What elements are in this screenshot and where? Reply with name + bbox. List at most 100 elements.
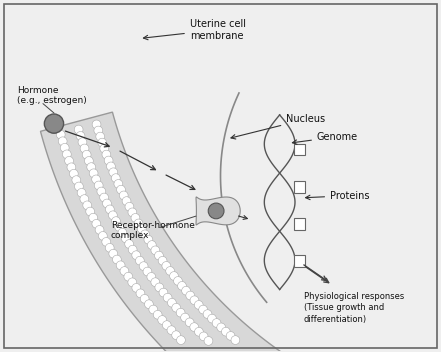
Circle shape	[77, 188, 86, 197]
Circle shape	[100, 144, 108, 153]
Circle shape	[137, 225, 146, 233]
Circle shape	[65, 156, 74, 165]
Circle shape	[155, 283, 164, 292]
Circle shape	[194, 327, 203, 336]
Text: Hormone
(e.g., estrogen): Hormone (e.g., estrogen)	[17, 86, 86, 105]
Circle shape	[147, 272, 156, 281]
Text: Uterine cell
membrane: Uterine cell membrane	[143, 19, 246, 40]
Circle shape	[124, 272, 133, 281]
Circle shape	[83, 201, 92, 210]
Circle shape	[203, 310, 212, 319]
Circle shape	[190, 323, 198, 332]
Circle shape	[116, 261, 125, 270]
Circle shape	[58, 137, 67, 146]
Circle shape	[100, 193, 108, 202]
Circle shape	[149, 305, 157, 314]
Circle shape	[172, 331, 180, 340]
Circle shape	[80, 144, 89, 153]
Circle shape	[76, 132, 85, 140]
Circle shape	[174, 277, 182, 285]
Circle shape	[120, 267, 129, 275]
Circle shape	[92, 219, 101, 228]
Circle shape	[212, 319, 221, 327]
Circle shape	[141, 230, 149, 239]
Circle shape	[182, 286, 191, 295]
Circle shape	[63, 150, 71, 159]
Circle shape	[153, 310, 162, 319]
FancyBboxPatch shape	[294, 144, 305, 156]
Circle shape	[74, 125, 83, 134]
Circle shape	[82, 150, 91, 159]
Circle shape	[107, 162, 115, 171]
Circle shape	[163, 293, 172, 302]
Circle shape	[168, 298, 176, 307]
Text: Physiological responses
(Tissue growth and
differentiation): Physiological responses (Tissue growth a…	[304, 292, 404, 324]
Circle shape	[208, 314, 217, 323]
Circle shape	[89, 169, 98, 178]
Circle shape	[140, 294, 149, 303]
Circle shape	[80, 195, 89, 203]
Circle shape	[104, 156, 113, 165]
Circle shape	[128, 245, 137, 254]
Circle shape	[78, 138, 87, 146]
Circle shape	[162, 321, 171, 329]
Circle shape	[128, 278, 137, 287]
FancyBboxPatch shape	[294, 218, 305, 230]
Circle shape	[94, 181, 103, 190]
Circle shape	[143, 267, 152, 276]
Circle shape	[116, 185, 125, 194]
Circle shape	[67, 163, 76, 172]
Circle shape	[114, 180, 123, 188]
Circle shape	[204, 337, 213, 345]
Circle shape	[56, 130, 65, 139]
Circle shape	[221, 327, 230, 336]
Circle shape	[199, 305, 207, 314]
Circle shape	[139, 262, 148, 270]
Circle shape	[176, 308, 185, 317]
Circle shape	[69, 169, 78, 178]
Circle shape	[109, 168, 118, 177]
Circle shape	[105, 244, 114, 252]
Circle shape	[92, 120, 101, 129]
Circle shape	[147, 241, 156, 250]
Circle shape	[96, 132, 105, 141]
Circle shape	[231, 336, 240, 344]
Circle shape	[186, 291, 194, 300]
Circle shape	[226, 332, 235, 340]
Circle shape	[45, 114, 64, 133]
Circle shape	[109, 249, 118, 258]
Circle shape	[135, 256, 144, 265]
Circle shape	[85, 157, 93, 165]
Circle shape	[92, 175, 101, 184]
Circle shape	[158, 316, 167, 324]
Circle shape	[144, 235, 153, 244]
Circle shape	[108, 211, 117, 220]
Circle shape	[217, 323, 225, 332]
Circle shape	[185, 318, 194, 327]
Circle shape	[178, 282, 187, 290]
Circle shape	[162, 262, 171, 270]
Polygon shape	[41, 112, 346, 352]
Circle shape	[190, 296, 199, 304]
Circle shape	[151, 278, 160, 287]
FancyBboxPatch shape	[294, 256, 305, 267]
Circle shape	[98, 232, 107, 240]
Circle shape	[115, 222, 123, 231]
Circle shape	[122, 197, 131, 206]
Circle shape	[72, 176, 81, 184]
Circle shape	[132, 251, 141, 259]
Circle shape	[118, 228, 127, 237]
Circle shape	[154, 251, 163, 260]
Circle shape	[194, 301, 203, 309]
Circle shape	[121, 234, 130, 243]
Circle shape	[136, 289, 145, 298]
Circle shape	[112, 255, 121, 264]
Circle shape	[60, 143, 69, 152]
Circle shape	[112, 217, 120, 226]
Text: Genome: Genome	[292, 132, 358, 144]
Circle shape	[103, 199, 111, 208]
Circle shape	[132, 283, 141, 292]
Circle shape	[125, 202, 134, 211]
Circle shape	[105, 205, 114, 214]
Circle shape	[98, 138, 107, 147]
